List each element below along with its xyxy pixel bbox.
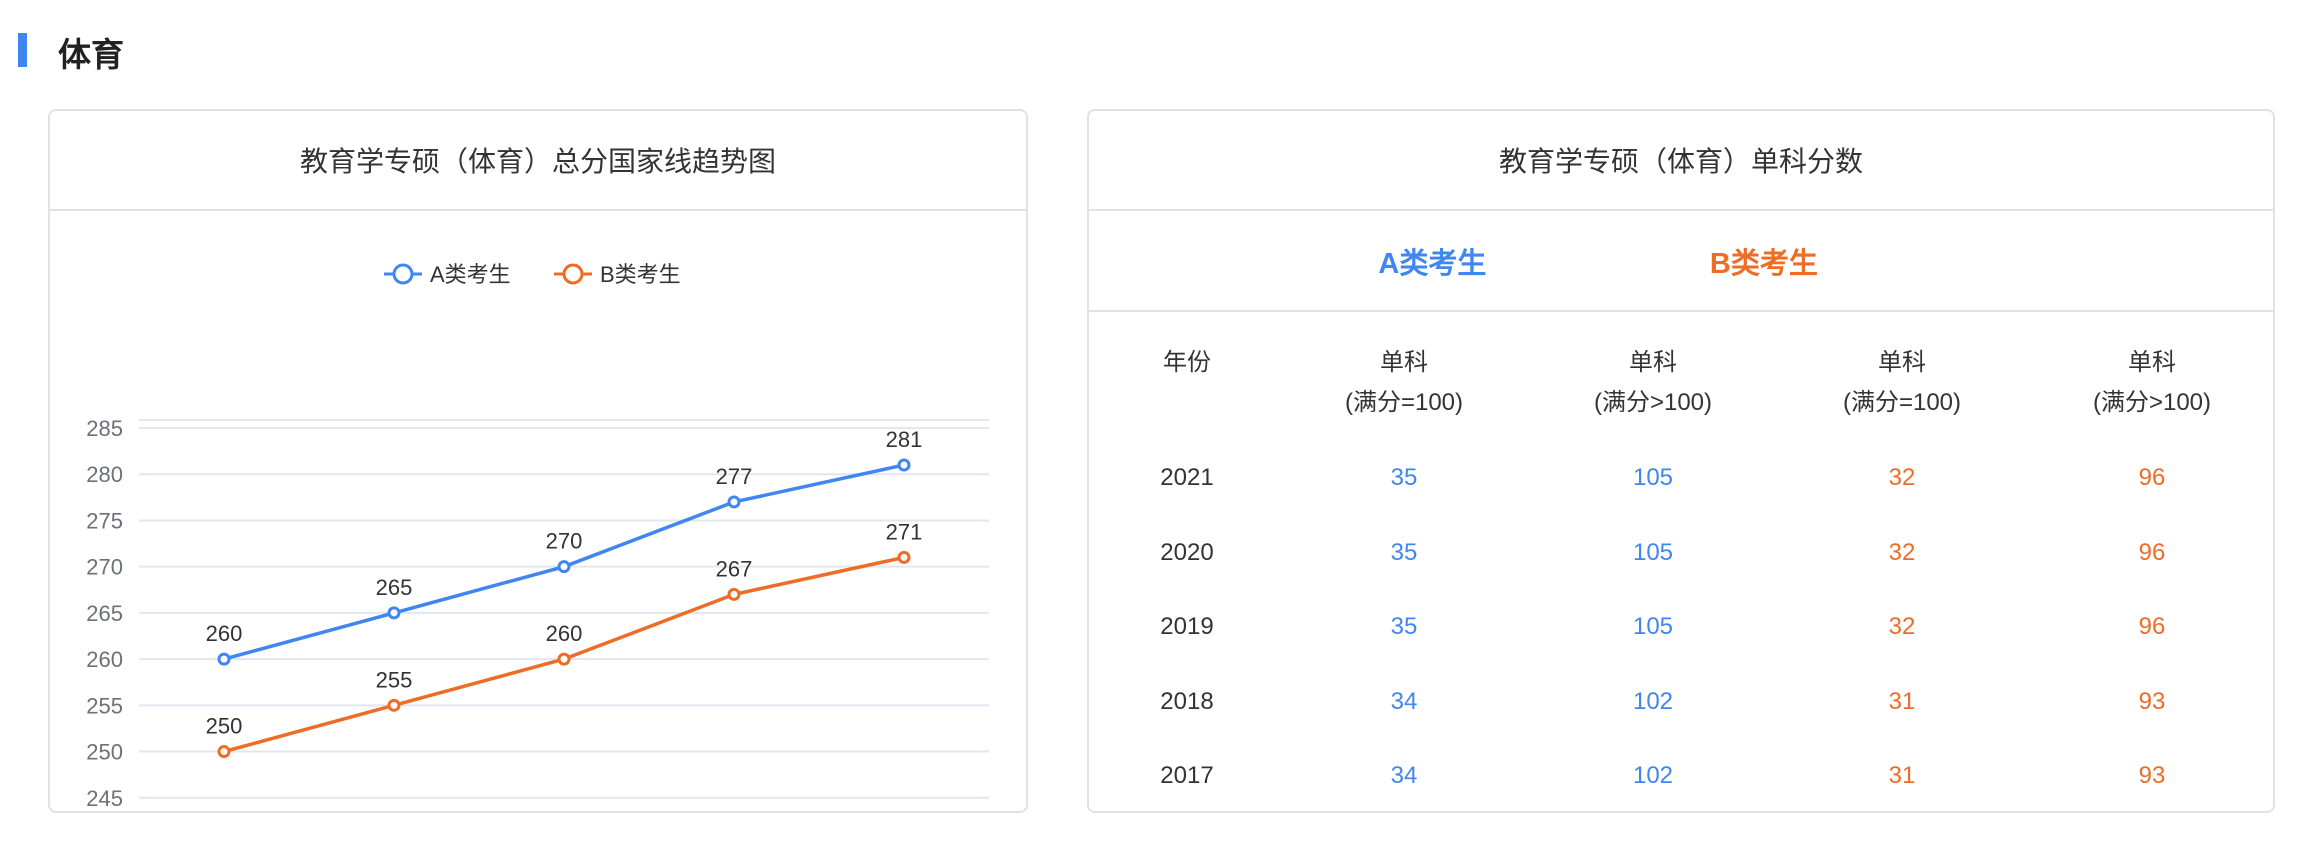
score-cell: 35 [1390,613,1418,640]
data-point [557,652,571,666]
group-header-row: A类考生 B类考生 [1089,211,2273,312]
legend-circle-icon [392,263,414,285]
score-cell: 35 [1390,538,1418,566]
table-card-title: 教育学专硕（体育）单科分数 [1089,111,2273,211]
data-label: 265 [376,575,413,600]
data-point [727,495,741,509]
y-tick-label: 245 [86,786,123,811]
score-cell: 93 [2138,762,2166,789]
column-header-sub: (满分>100) [2092,389,2212,416]
y-tick-label: 255 [86,693,123,718]
line-chart: 2402452502552602652702752802852017201820… [86,262,989,811]
score-table: 年份 单科 (满分=100) 单科 (满分>100) 单科 (满分=100) 单科 (满分>10… [1089,312,2273,802]
year-cell: 2017 [1160,762,1214,789]
data-label: 277 [716,464,753,489]
data-point [897,550,911,564]
column-header: 单科 [1629,349,1677,376]
group-a-label: A类考生 [1378,247,1487,280]
year-cell: 2021 [1160,464,1214,491]
score-cell: 102 [1632,687,1674,715]
table-card: 教育学专硕（体育）单科分数 A类考生 B类考生 年份 单科 (满分=100) 单科 (满… [1087,109,2275,813]
column-header: 单科 [1878,349,1926,376]
column-header-sub: (满分=100) [1344,389,1464,416]
section-accent-bar [18,33,27,67]
score-cell: 31 [1888,687,1916,715]
y-tick-label: 280 [86,462,123,487]
score-cell: 96 [2138,464,2166,491]
score-cell: 102 [1632,762,1674,789]
data-label: 250 [206,714,243,739]
data-point [217,652,231,666]
data-point [217,745,231,759]
data-label: 260 [546,621,583,646]
column-header: 单科 [2128,349,2176,376]
data-label: 260 [206,621,243,646]
data-point [387,606,401,620]
section-title: 体育 [58,36,124,73]
chart-card-title: 教育学专硕（体育）总分国家线趋势图 [50,111,1026,211]
score-cell: 105 [1632,464,1674,491]
score-cell: 35 [1390,464,1418,491]
year-cell: 2020 [1160,538,1214,566]
score-cell: 105 [1632,613,1674,640]
score-cell: 32 [1888,464,1916,491]
year-cell: 2018 [1160,687,1214,715]
data-point [387,698,401,712]
legend-label: B类考生 [600,262,681,287]
column-header-sub: (满分>100) [1593,389,1713,416]
chart-card: 教育学专硕（体育）总分国家线趋势图 2402452502552602652702… [48,109,1028,813]
group-b-label: B类考生 [1709,247,1818,280]
column-header: 单科 [1380,349,1428,376]
data-label: 270 [546,529,583,554]
score-cell: 31 [1888,762,1916,789]
data-point [557,560,571,574]
y-tick-label: 260 [86,647,123,672]
data-point [727,587,741,601]
y-tick-label: 250 [86,740,123,765]
legend-label: A类考生 [430,262,511,287]
score-cell: 93 [2138,687,2166,715]
data-label: 271 [886,519,923,544]
score-cell: 34 [1390,762,1418,789]
y-tick-label: 275 [86,508,123,533]
year-cell: 2019 [1160,613,1214,640]
score-cell: 34 [1390,687,1418,715]
column-header: 年份 [1163,349,1211,376]
y-tick-label: 270 [86,555,123,580]
data-label: 255 [376,667,413,692]
column-header-sub: (满分=100) [1842,389,1962,416]
score-cell: 32 [1888,538,1916,566]
score-cell: 96 [2138,613,2166,640]
score-cell: 32 [1888,613,1916,640]
data-label: 281 [886,427,923,452]
score-cell: 96 [2138,538,2166,566]
y-tick-label: 285 [86,416,123,441]
y-tick-label: 265 [86,601,123,626]
data-point [897,458,911,472]
legend-circle-icon [562,263,584,285]
data-label: 267 [716,556,753,581]
score-cell: 105 [1632,538,1674,566]
